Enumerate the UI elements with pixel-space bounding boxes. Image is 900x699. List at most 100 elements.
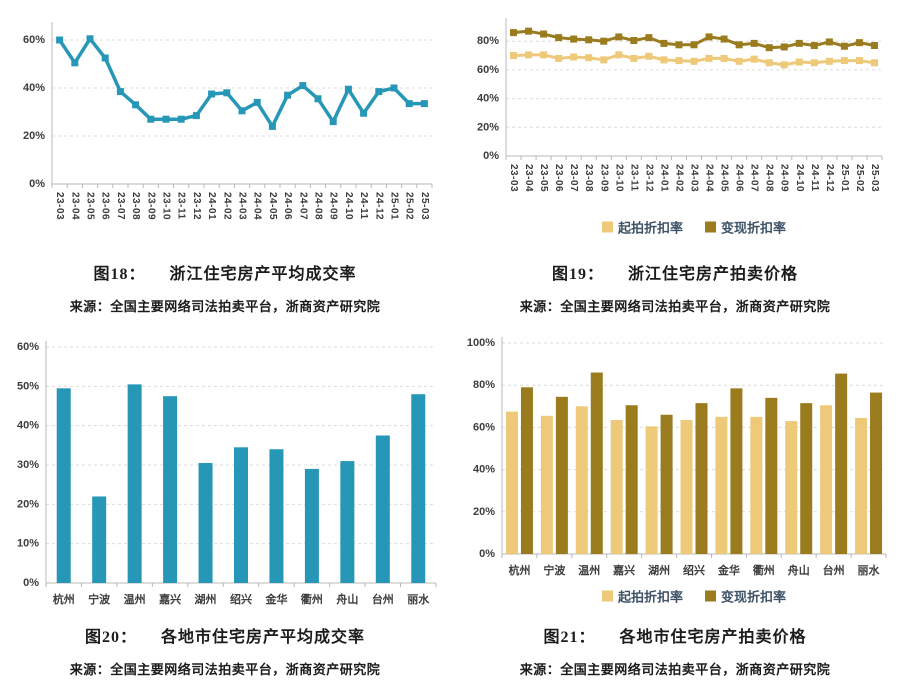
svg-text:丽水: 丽水: [858, 563, 881, 577]
svg-text:100%: 100%: [467, 337, 495, 349]
svg-text:23-06: 23-06: [553, 164, 564, 192]
svg-text:24-01: 24-01: [658, 164, 669, 192]
svg-text:24-02: 24-02: [221, 192, 232, 220]
svg-text:24-08: 24-08: [313, 192, 324, 220]
svg-text:25-03: 25-03: [419, 192, 430, 220]
svg-text:25-02: 25-02: [854, 164, 865, 192]
svg-text:24-03: 24-03: [237, 192, 248, 220]
svg-text:40%: 40%: [473, 464, 495, 476]
svg-text:24-02: 24-02: [673, 164, 684, 192]
svg-text:24-10: 24-10: [343, 192, 354, 220]
fig20-bar-chart: 0% 10% 20% 30% 40% 50% 60% 杭州 宁波 温州 嘉兴 湖州 绍兴 金华 衢州 舟山 台州…: [17, 341, 437, 606]
svg-text:温州: 温州: [578, 563, 600, 577]
fig20-caption: 图20： 各地市住宅房产平均成交率: [0, 623, 450, 647]
svg-text:宁波: 宁波: [88, 592, 111, 606]
fig18-caption-title: 浙江住宅房产平均成交率: [169, 266, 357, 283]
svg-text:绍兴: 绍兴: [683, 563, 705, 577]
svg-text:嘉兴: 嘉兴: [158, 592, 181, 606]
fig18-caption-number: 图18：: [93, 266, 146, 283]
svg-text:23-12: 23-12: [643, 164, 654, 192]
fig18-source: 来源：全国主要网络司法拍卖平台，浙商资产研究院: [69, 299, 381, 314]
svg-text:23-08: 23-08: [130, 192, 141, 220]
svg-text:60%: 60%: [473, 421, 495, 433]
svg-text:24-11: 24-11: [809, 164, 820, 192]
svg-text:24-12: 24-12: [824, 164, 835, 192]
figure-19: 0% 20% 40% 60% 80% 23-03 23-04 23-05 23-06 23-07 2…: [450, 0, 900, 315]
svg-text:60%: 60%: [23, 34, 45, 46]
svg-text:23-09: 23-09: [598, 164, 609, 192]
svg-text:变现折扣率: 变现折扣率: [721, 590, 786, 605]
svg-text:24-05: 24-05: [719, 164, 730, 192]
svg-text:24-05: 24-05: [267, 192, 278, 220]
svg-text:23-10: 23-10: [161, 192, 172, 220]
svg-text:60%: 60%: [17, 341, 39, 353]
svg-text:20%: 20%: [17, 498, 39, 510]
figure-18: 0% 20% 40% 60% 23-03 23-04 23-05 23-06 23-07 23-0…: [0, 0, 450, 315]
svg-text:24-04: 24-04: [252, 192, 263, 220]
fig21-source: 来源：全国主要网络司法拍卖平台，浙商资产研究院: [519, 662, 831, 677]
svg-text:23-09: 23-09: [145, 192, 156, 220]
svg-text:24-09: 24-09: [779, 164, 790, 192]
svg-text:24-09: 24-09: [328, 192, 339, 220]
svg-text:25-01: 25-01: [839, 164, 850, 192]
svg-text:24-07: 24-07: [749, 164, 760, 192]
svg-text:24-10: 24-10: [794, 164, 805, 192]
svg-text:台州: 台州: [372, 592, 394, 606]
svg-text:0%: 0%: [479, 548, 495, 560]
svg-text:宁波: 宁波: [543, 563, 566, 577]
svg-text:40%: 40%: [23, 82, 45, 94]
svg-text:24-11: 24-11: [358, 192, 369, 220]
svg-text:变现折扣率: 变现折扣率: [721, 221, 786, 236]
svg-text:温州: 温州: [124, 592, 146, 606]
svg-text:80%: 80%: [477, 35, 499, 47]
fig19-source: 来源：全国主要网络司法拍卖平台，浙商资产研究院: [519, 299, 831, 314]
fig21-caption-number: 图21：: [543, 629, 596, 646]
svg-text:20%: 20%: [473, 506, 495, 518]
svg-text:嘉兴: 嘉兴: [612, 563, 635, 577]
svg-text:40%: 40%: [477, 93, 499, 105]
svg-text:23-07: 23-07: [115, 192, 126, 220]
svg-text:23-06: 23-06: [100, 192, 111, 220]
svg-text:30%: 30%: [17, 459, 39, 471]
svg-text:24-06: 24-06: [734, 164, 745, 192]
svg-text:23-08: 23-08: [583, 164, 594, 192]
svg-text:23-11: 23-11: [628, 164, 639, 192]
svg-text:衢州: 衢州: [301, 592, 323, 606]
svg-text:衢州: 衢州: [753, 563, 775, 577]
svg-text:10%: 10%: [17, 538, 39, 550]
fig19-line-chart: 0% 20% 40% 60% 80% 23-03 23-04 23-05 23-06 23-07 2…: [477, 18, 883, 236]
svg-text:湖州: 湖州: [648, 563, 670, 577]
svg-text:80%: 80%: [473, 379, 495, 391]
svg-text:24-04: 24-04: [704, 164, 715, 192]
svg-text:金华: 金华: [264, 592, 287, 606]
svg-text:0%: 0%: [23, 577, 39, 589]
svg-text:0%: 0%: [29, 178, 45, 190]
svg-text:23-10: 23-10: [613, 164, 624, 192]
svg-text:60%: 60%: [477, 64, 499, 76]
svg-text:24-12: 24-12: [373, 192, 384, 220]
svg-text:23-03: 23-03: [508, 164, 519, 192]
svg-text:绍兴: 绍兴: [230, 592, 252, 606]
fig21-caption: 图21： 各地市住宅房产拍卖价格: [450, 623, 900, 647]
svg-text:杭州: 杭州: [508, 563, 530, 577]
svg-text:23-05: 23-05: [85, 192, 96, 220]
fig19-caption-number: 图19：: [551, 266, 604, 283]
svg-text:起拍折扣率: 起拍折扣率: [617, 221, 683, 236]
svg-text:湖州: 湖州: [195, 592, 217, 606]
svg-text:25-03: 25-03: [869, 164, 880, 192]
svg-text:24-06: 24-06: [282, 192, 293, 220]
svg-text:25-02: 25-02: [404, 192, 415, 220]
svg-text:24-01: 24-01: [206, 192, 217, 220]
figure-21: 0% 20% 40% 60% 80% 100% 杭州 宁波 温州 嘉兴 湖州 绍兴 金华 衢州 舟山 台州 丽水…: [450, 335, 900, 678]
svg-text:杭州: 杭州: [53, 592, 75, 606]
svg-text:23-05: 23-05: [538, 164, 549, 192]
fig20-caption-title: 各地市住宅房产平均成交率: [161, 629, 366, 646]
fig20-source: 来源：全国主要网络司法拍卖平台，浙商资产研究院: [69, 662, 381, 677]
svg-text:20%: 20%: [477, 121, 499, 133]
fig19-caption-title: 浙江住宅房产拍卖价格: [628, 266, 799, 283]
svg-text:23-12: 23-12: [191, 192, 202, 220]
svg-text:0%: 0%: [483, 150, 499, 162]
svg-text:50%: 50%: [17, 380, 39, 392]
svg-text:23-11: 23-11: [176, 192, 187, 220]
fig19-caption: 图19： 浙江住宅房产拍卖价格: [450, 260, 900, 284]
